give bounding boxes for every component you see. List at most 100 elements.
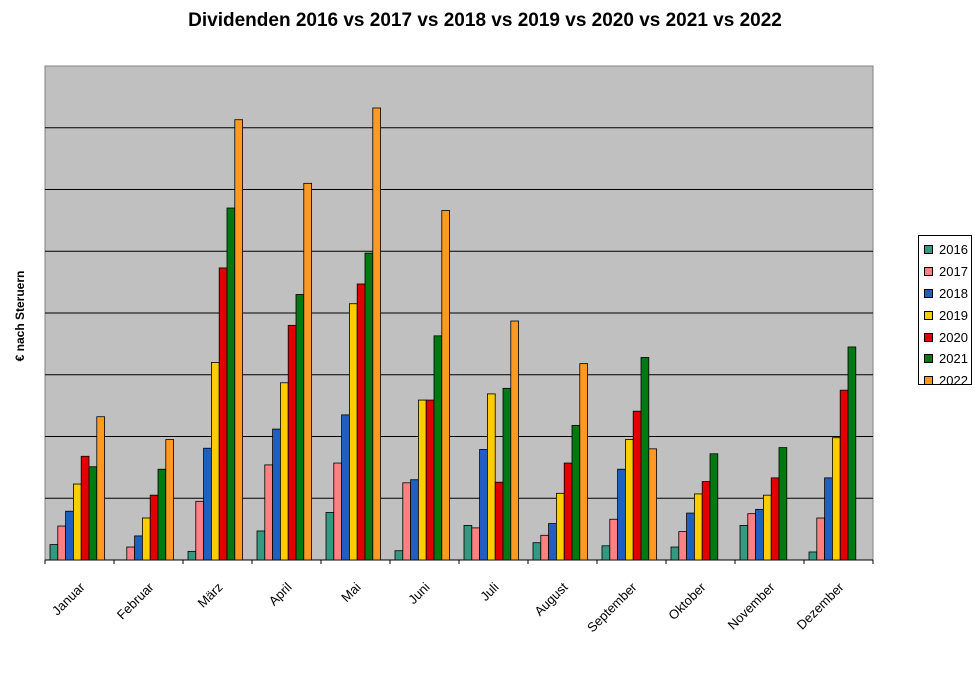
bar-2018-Januar (65, 510, 74, 561)
bar-2021-April (295, 294, 305, 561)
bar-2020-August (563, 462, 573, 561)
bar-2018-Mai (341, 414, 350, 561)
legend-label: 2022 (939, 373, 968, 389)
x-tick-label: Dezember (794, 579, 847, 632)
bar-2022-Januar (96, 416, 106, 561)
bar-2018-Dezember (824, 477, 833, 561)
bar-2018-April (272, 428, 281, 561)
bar-2022-September (648, 448, 657, 561)
bar-2016-Oktober (670, 546, 680, 561)
bar-2017-Mai (333, 462, 342, 561)
legend-item: 2019 (919, 304, 971, 326)
legend-swatch (924, 267, 933, 277)
legend-swatch (924, 376, 933, 386)
bar-2016-Juni (394, 550, 404, 561)
bar-2022-März (234, 119, 244, 561)
bar-2021-September (640, 357, 650, 561)
bar-2017-Juli (471, 527, 480, 561)
bar-2020-Februar (149, 494, 159, 561)
x-tick-label: Juli (477, 579, 501, 603)
bar-2021-Juni (433, 335, 443, 561)
x-tick-label: November (725, 579, 778, 632)
legend-item: 2016 (919, 239, 971, 261)
bar-2020-Oktober (701, 481, 711, 561)
bar-2020-September (632, 410, 642, 561)
bar-2020-Mai (356, 283, 366, 561)
legend-item: 2017 (919, 261, 971, 283)
bar-2020-Juni (425, 399, 435, 561)
legend-item: 2021 (919, 348, 971, 370)
bar-2022-August (579, 363, 588, 561)
legend-label: 2020 (939, 329, 968, 345)
bar-2021-Dezember (847, 346, 857, 561)
bar-2022-Juni (441, 210, 450, 561)
bar-2016-März (187, 550, 197, 561)
bar-2022-Februar (165, 439, 175, 561)
legend-swatch (924, 245, 933, 255)
bar-2018-Februar (134, 535, 143, 561)
legend-item: 2020 (919, 326, 971, 348)
bar-2020-März (218, 267, 228, 561)
x-tick-label: September (584, 579, 640, 635)
bar-2021-Mai (364, 252, 374, 561)
bar-2019-März (210, 361, 220, 561)
bar-2021-Oktober (709, 453, 719, 561)
bar-2019-Februar (141, 517, 151, 561)
legend-label: 2021 (939, 351, 968, 367)
legend-label: 2017 (939, 264, 968, 280)
bar-2017-Juni (402, 482, 411, 561)
bar-2019-Juli (486, 393, 496, 561)
bar-2022-April (303, 182, 312, 561)
bar-2018-Juni (410, 479, 419, 561)
bar-2019-Mai (348, 303, 358, 561)
bar-2019-Dezember (832, 437, 841, 561)
x-tick-label: April (266, 579, 295, 608)
bar-2017-April (264, 464, 273, 561)
legend: 2016 2017 2018 2019 2020 2021 2022 (918, 235, 972, 388)
bar-2016-August (532, 542, 542, 561)
bar-2019-November (763, 494, 772, 561)
bar-2016-September (601, 545, 611, 561)
legend-item: 2018 (919, 283, 971, 305)
bar-2017-August (540, 534, 549, 561)
bar-2016-November (739, 525, 749, 561)
bar-2019-Juni (417, 399, 427, 561)
legend-swatch (924, 332, 933, 342)
bar-2018-August (548, 523, 557, 561)
bar-2018-Juli (479, 449, 488, 561)
bar-2021-Juli (502, 387, 512, 561)
bar-2018-September (617, 468, 626, 561)
bar-2016-Juli (463, 525, 473, 561)
bar-2020-November (770, 477, 780, 561)
bar-2020-April (287, 324, 297, 561)
bar-2021-März (226, 207, 236, 561)
x-tick-label: Januar (49, 579, 88, 618)
bar-2021-November (778, 447, 788, 561)
chart-title: Dividenden 2016 vs 2017 vs 2018 vs 2019 … (188, 10, 782, 31)
x-tick-label: August (531, 579, 570, 618)
x-tick-label: Oktober (665, 579, 709, 623)
bar-2017-September (609, 518, 618, 561)
bar-2021-August (571, 424, 581, 561)
bar-2021-Januar (88, 466, 98, 561)
legend-item: 2022 (919, 370, 971, 392)
bar-2018-Oktober (686, 512, 695, 561)
bar-2022-Mai (372, 107, 381, 561)
bar-2017-März (195, 500, 205, 561)
bar-2019-September (625, 439, 634, 561)
bar-2016-Januar (49, 544, 59, 561)
bar-2018-März (203, 447, 212, 561)
bar-2019-April (279, 382, 289, 561)
bar-2019-August (556, 492, 565, 561)
legend-swatch (924, 310, 933, 320)
legend-label: 2016 (939, 242, 968, 258)
bar-2019-Januar (73, 483, 82, 561)
bar-2020-Juli (494, 481, 504, 561)
legend-swatch (924, 288, 933, 298)
bar-2017-Dezember (816, 517, 825, 561)
bar-2017-November (747, 513, 756, 561)
bar-2017-Januar (57, 525, 66, 561)
bar-2022-Juli (510, 320, 519, 561)
x-tick-label: Februar (114, 579, 157, 622)
